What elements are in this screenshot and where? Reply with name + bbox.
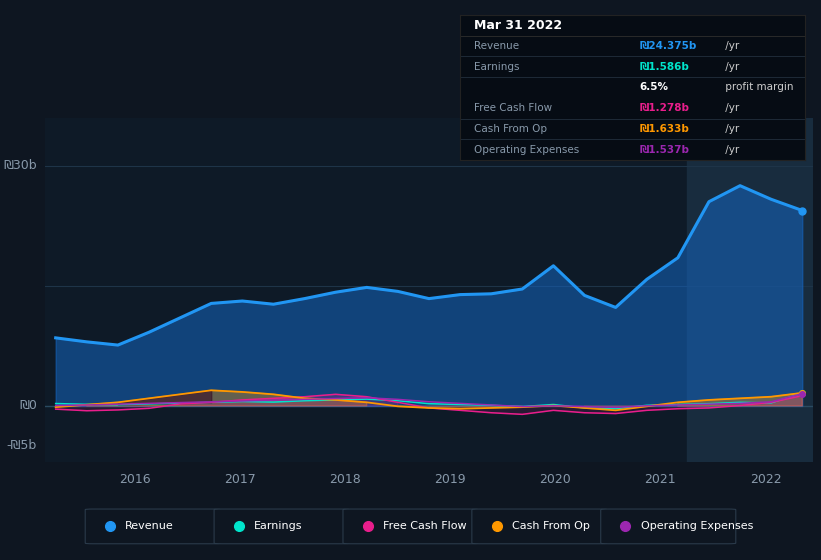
Text: ₪1.633b: ₪1.633b [640, 124, 690, 134]
FancyBboxPatch shape [85, 509, 220, 544]
Text: Revenue: Revenue [474, 41, 519, 51]
Text: /yr: /yr [722, 62, 740, 72]
Text: 2022: 2022 [750, 473, 782, 486]
Text: ₪1.586b: ₪1.586b [640, 62, 690, 72]
Text: ₪30b: ₪30b [3, 159, 37, 172]
Text: 2017: 2017 [224, 473, 255, 486]
FancyBboxPatch shape [601, 509, 736, 544]
Text: /yr: /yr [722, 103, 740, 113]
Text: ₪0: ₪0 [19, 399, 37, 412]
Text: -₪5b: -₪5b [7, 440, 37, 452]
FancyBboxPatch shape [472, 509, 607, 544]
Bar [686, 118, 821, 462]
Text: 2021: 2021 [644, 473, 677, 486]
Text: Cash From Op: Cash From Op [512, 521, 589, 531]
Text: profit margin: profit margin [722, 82, 794, 92]
Text: 2019: 2019 [434, 473, 466, 486]
Text: Operating Expenses: Operating Expenses [474, 144, 579, 155]
Text: ₪24.375b: ₪24.375b [640, 41, 697, 51]
Text: ₪1.537b: ₪1.537b [640, 144, 690, 155]
Text: /yr: /yr [722, 41, 740, 51]
Text: Earnings: Earnings [255, 521, 303, 531]
FancyBboxPatch shape [343, 509, 478, 544]
Text: /yr: /yr [722, 124, 740, 134]
Text: 2016: 2016 [119, 473, 150, 486]
Text: Cash From Op: Cash From Op [474, 124, 547, 134]
Text: Free Cash Flow: Free Cash Flow [383, 521, 466, 531]
Text: 6.5%: 6.5% [640, 82, 668, 92]
Text: /yr: /yr [722, 144, 740, 155]
Text: Revenue: Revenue [126, 521, 174, 531]
FancyBboxPatch shape [214, 509, 349, 544]
Text: 2018: 2018 [329, 473, 360, 486]
Text: Operating Expenses: Operating Expenses [641, 521, 753, 531]
Text: Mar 31 2022: Mar 31 2022 [474, 19, 562, 32]
Text: 2020: 2020 [539, 473, 571, 486]
Text: Free Cash Flow: Free Cash Flow [474, 103, 552, 113]
Text: ₪1.278b: ₪1.278b [640, 103, 690, 113]
Text: Earnings: Earnings [474, 62, 520, 72]
